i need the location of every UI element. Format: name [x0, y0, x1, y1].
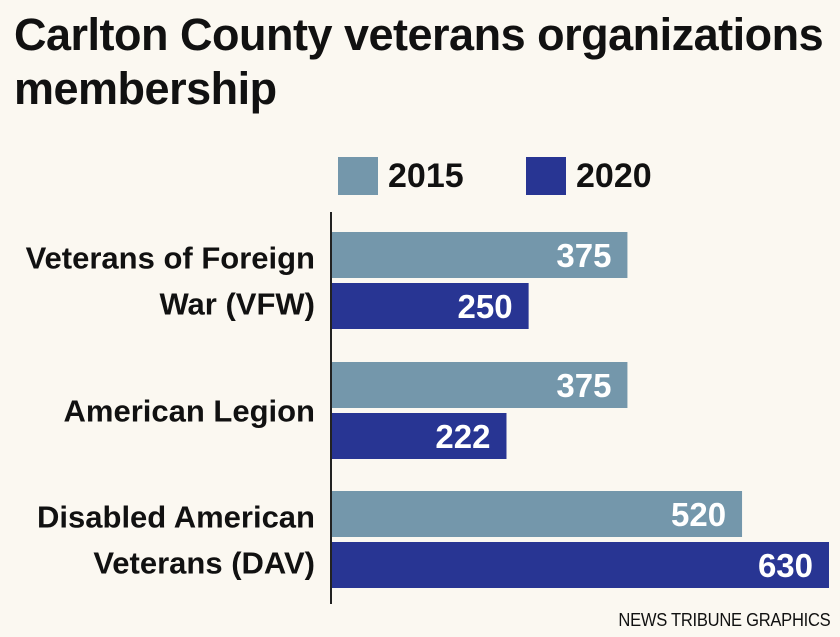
data-label-2015-2: 520: [671, 496, 726, 533]
bar-2015-2: [331, 491, 743, 537]
legend-swatch-2020: [526, 157, 566, 195]
data-label-2020-1: 222: [435, 418, 490, 455]
category-label-2-line-1: Veterans (DAV): [93, 546, 315, 581]
legend: 2015 2020: [338, 157, 758, 195]
data-label-2015-0: 375: [556, 237, 611, 274]
data-label-2020-0: 250: [458, 288, 513, 325]
category-label-0-line-0: Veterans of Foreign: [26, 241, 315, 276]
data-label-2015-1: 375: [556, 367, 611, 404]
chart-title: Carlton County veterans organizations me…: [14, 9, 824, 114]
category-label-2-line-0: Disabled American: [37, 500, 315, 535]
category-label-0-line-1: War (VFW): [159, 287, 315, 322]
bar-2015-1: [331, 362, 628, 408]
data-label-2020-2: 630: [758, 547, 813, 584]
bar-2015-0: [331, 232, 628, 278]
category-label-1-line-0: American Legion: [64, 394, 316, 429]
bar-2020-1: [331, 413, 507, 459]
bar-2020-0: [331, 283, 529, 329]
legend-swatch-2015: [338, 157, 378, 195]
legend-label-2020: 2020: [576, 157, 652, 195]
credit-line: NEWS TRIBUNE GRAPHICS: [618, 610, 830, 630]
bar-2020-2: [331, 542, 829, 588]
legend-label-2015: 2015: [388, 157, 464, 195]
